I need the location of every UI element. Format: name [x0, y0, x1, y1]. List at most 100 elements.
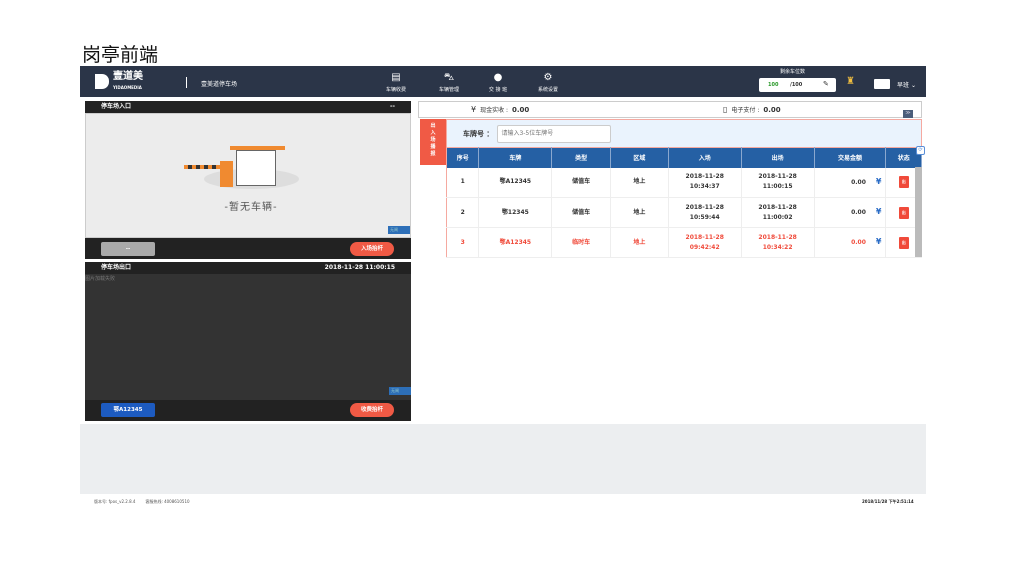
records-table: 序号 车牌 类型 区域 入场 出场 交易金额 状态 1 鄂A12345 储值车 地上 2018… — [446, 147, 922, 258]
status-badge: 出 — [898, 176, 909, 189]
entrance-lift-button[interactable]: 入场抬杆 — [350, 242, 394, 256]
remaining-count: 100 — [768, 82, 779, 88]
amount: 0.00 — [851, 239, 866, 246]
user-menu[interactable]: 早班 ⌄ — [897, 80, 916, 89]
row-no: 3 — [446, 227, 480, 258]
epay-label: 电子支付 : — [731, 107, 760, 114]
plate-search-input[interactable] — [497, 124, 612, 143]
row-plate: 鄂A12345 — [478, 167, 553, 198]
entry-date: 2018-11-28 — [685, 203, 724, 211]
row-type: 储值车 — [551, 197, 612, 228]
column-header: 区域 — [610, 147, 669, 168]
remaining-spaces[interactable]: 100 /100 ✎ — [759, 78, 836, 92]
scrollbar[interactable] — [915, 167, 922, 257]
row-no: 2 — [446, 197, 480, 228]
row-entry: 2018-11-28 10:59:44 — [668, 197, 742, 228]
chevron-down-icon: ⌄ — [910, 82, 916, 89]
exit-date: 2018-11-28 — [758, 203, 797, 211]
version: 版本号: fpos_v2.2.8.4 — [94, 499, 136, 504]
column-header: 交易金额 — [814, 147, 887, 168]
row-exit: 2018-11-28 10:34:22 — [741, 227, 815, 258]
nav-vehicle-management[interactable]: ⛍ 车辆管理 — [427, 72, 471, 93]
side-tab-broadcast[interactable]: 出入场播报 — [420, 119, 446, 165]
column-header: 车牌 — [478, 147, 553, 168]
nav-handover[interactable]: ● 交 接 班 — [476, 72, 520, 93]
cash-summary: ¥ 现金实收 : 0.00 — [471, 105, 529, 114]
row-area: 地上 — [610, 227, 669, 258]
booth-roof — [230, 146, 285, 150]
status-badge: 出 — [898, 236, 909, 249]
search-bar: 车牌号 ： — [446, 119, 922, 147]
gear-icon: ⚙ — [543, 72, 553, 83]
epay-summary: ▯ 电子支付 : 0.00 — [723, 105, 781, 114]
car-icon: ⛍ — [443, 72, 455, 83]
table-row[interactable]: 3 鄂A12345 临时车 地上 2018-11-28 09:42:42 2018… — [446, 227, 922, 258]
lot-name: 壹美道停车场 — [201, 81, 238, 88]
row-type: 临时车 — [551, 227, 612, 258]
cash-label: 现金实收 : — [480, 107, 509, 114]
hotline: 客服热线: 4008610510 — [145, 499, 190, 504]
table-header: 序号 车牌 类型 区域 入场 出场 交易金额 状态 — [446, 147, 922, 168]
entry-time: 10:59:44 — [689, 213, 720, 221]
exit-title: 停车场出口 — [101, 264, 132, 271]
exit-time: 11:00:02 — [762, 213, 793, 221]
row-entry: 2018-11-28 10:34:37 — [668, 167, 742, 198]
exit-time: 11:00:15 — [762, 183, 793, 191]
search-label: 车牌号 ： — [463, 129, 494, 138]
entry-time: 09:42:42 — [689, 243, 720, 251]
gate-tag: 无闸 — [389, 387, 411, 395]
exit-header: 停车场出口 2018-11-28 11:00:15 — [85, 262, 411, 274]
nav-label: 系统设置 — [537, 87, 558, 93]
row-exit: 2018-11-28 11:00:02 — [741, 197, 815, 228]
gate-post — [220, 161, 233, 187]
nav-vehicle-toll[interactable]: ▤ 车辆收费 — [374, 72, 418, 93]
phone-icon: ▯ — [723, 105, 728, 114]
exit-plate[interactable]: 鄂A12345 — [101, 403, 155, 417]
image-error: 图片加载失败 — [85, 276, 116, 282]
row-plate: 鄂12345 — [478, 197, 553, 228]
guard-avatar-icon: ♜ — [846, 76, 855, 87]
epay-value: 0.00 — [763, 105, 781, 114]
row-amount: 0.00 ¥ — [814, 197, 887, 228]
current-datetime: 2018/11/28 下午2:51:14 — [862, 499, 914, 504]
charge-lift-button[interactable]: 收费抬杆 — [350, 403, 394, 417]
barrier-gate-icon — [184, 165, 224, 169]
table-row[interactable]: 2 鄂12345 储值车 地上 2018-11-28 10:59:44 2018-… — [446, 197, 922, 228]
exit-date: 2018-11-28 — [758, 173, 797, 181]
nav-label: 交 接 班 — [488, 87, 508, 93]
refresh-icon[interactable]: ⟳ — [916, 146, 925, 155]
footer-area — [80, 424, 926, 494]
entrance-camera: -暂无车辆- 无闸 — [85, 113, 411, 238]
nav-settings[interactable]: ⚙ 系统设置 — [526, 72, 570, 93]
entrance-plate[interactable]: -- — [101, 242, 155, 256]
logo-text: 壹道美 — [113, 71, 143, 82]
gate-tag: 无闸 — [388, 226, 410, 234]
collapse-icon[interactable]: ≫ — [903, 110, 913, 118]
payment-summary: ¥ 现金实收 : 0.00 ▯ 电子支付 : 0.00 ≫ — [418, 101, 922, 118]
row-area: 地上 — [610, 167, 669, 198]
cash-value: 0.00 — [512, 105, 530, 114]
entrance-header: 停车场入口 -- — [85, 101, 411, 113]
table-row[interactable]: 1 鄂A12345 储值车 地上 2018-11-28 10:34:37 2018… — [446, 167, 922, 198]
row-exit: 2018-11-28 11:00:15 — [741, 167, 815, 198]
yen-icon: ¥ — [875, 176, 882, 186]
amount: 0.00 — [851, 209, 866, 216]
row-amount: 0.00 ¥ — [814, 227, 887, 258]
handover-icon: ● — [493, 72, 503, 83]
exit-time: 2018-11-28 11:00:15 — [324, 264, 395, 271]
row-entry: 2018-11-28 09:42:42 — [668, 227, 742, 258]
row-amount: 0.00 ¥ — [814, 167, 887, 198]
entry-date: 2018-11-28 — [685, 233, 724, 241]
records-panel: ¥ 现金实收 : 0.00 ▯ 电子支付 : 0.00 ≫ 出入场播报 车牌号 … — [418, 101, 925, 258]
column-header: 类型 — [551, 147, 612, 168]
user-shift: 早班 — [897, 82, 910, 89]
exit-panel: 停车场出口 2018-11-28 11:00:15 图片加载失败 无闸 鄂A123… — [85, 262, 411, 421]
divider — [186, 77, 187, 88]
column-header: 入场 — [668, 147, 742, 168]
amount: 0.00 — [851, 178, 866, 186]
edit-icon[interactable]: ✎ — [823, 80, 829, 88]
toll-icon: ▤ — [391, 72, 401, 83]
exit-time: 10:34:22 — [762, 243, 793, 251]
nav-label: 车辆收费 — [385, 87, 406, 93]
no-vehicle-text: -暂无车辆- — [224, 202, 278, 213]
